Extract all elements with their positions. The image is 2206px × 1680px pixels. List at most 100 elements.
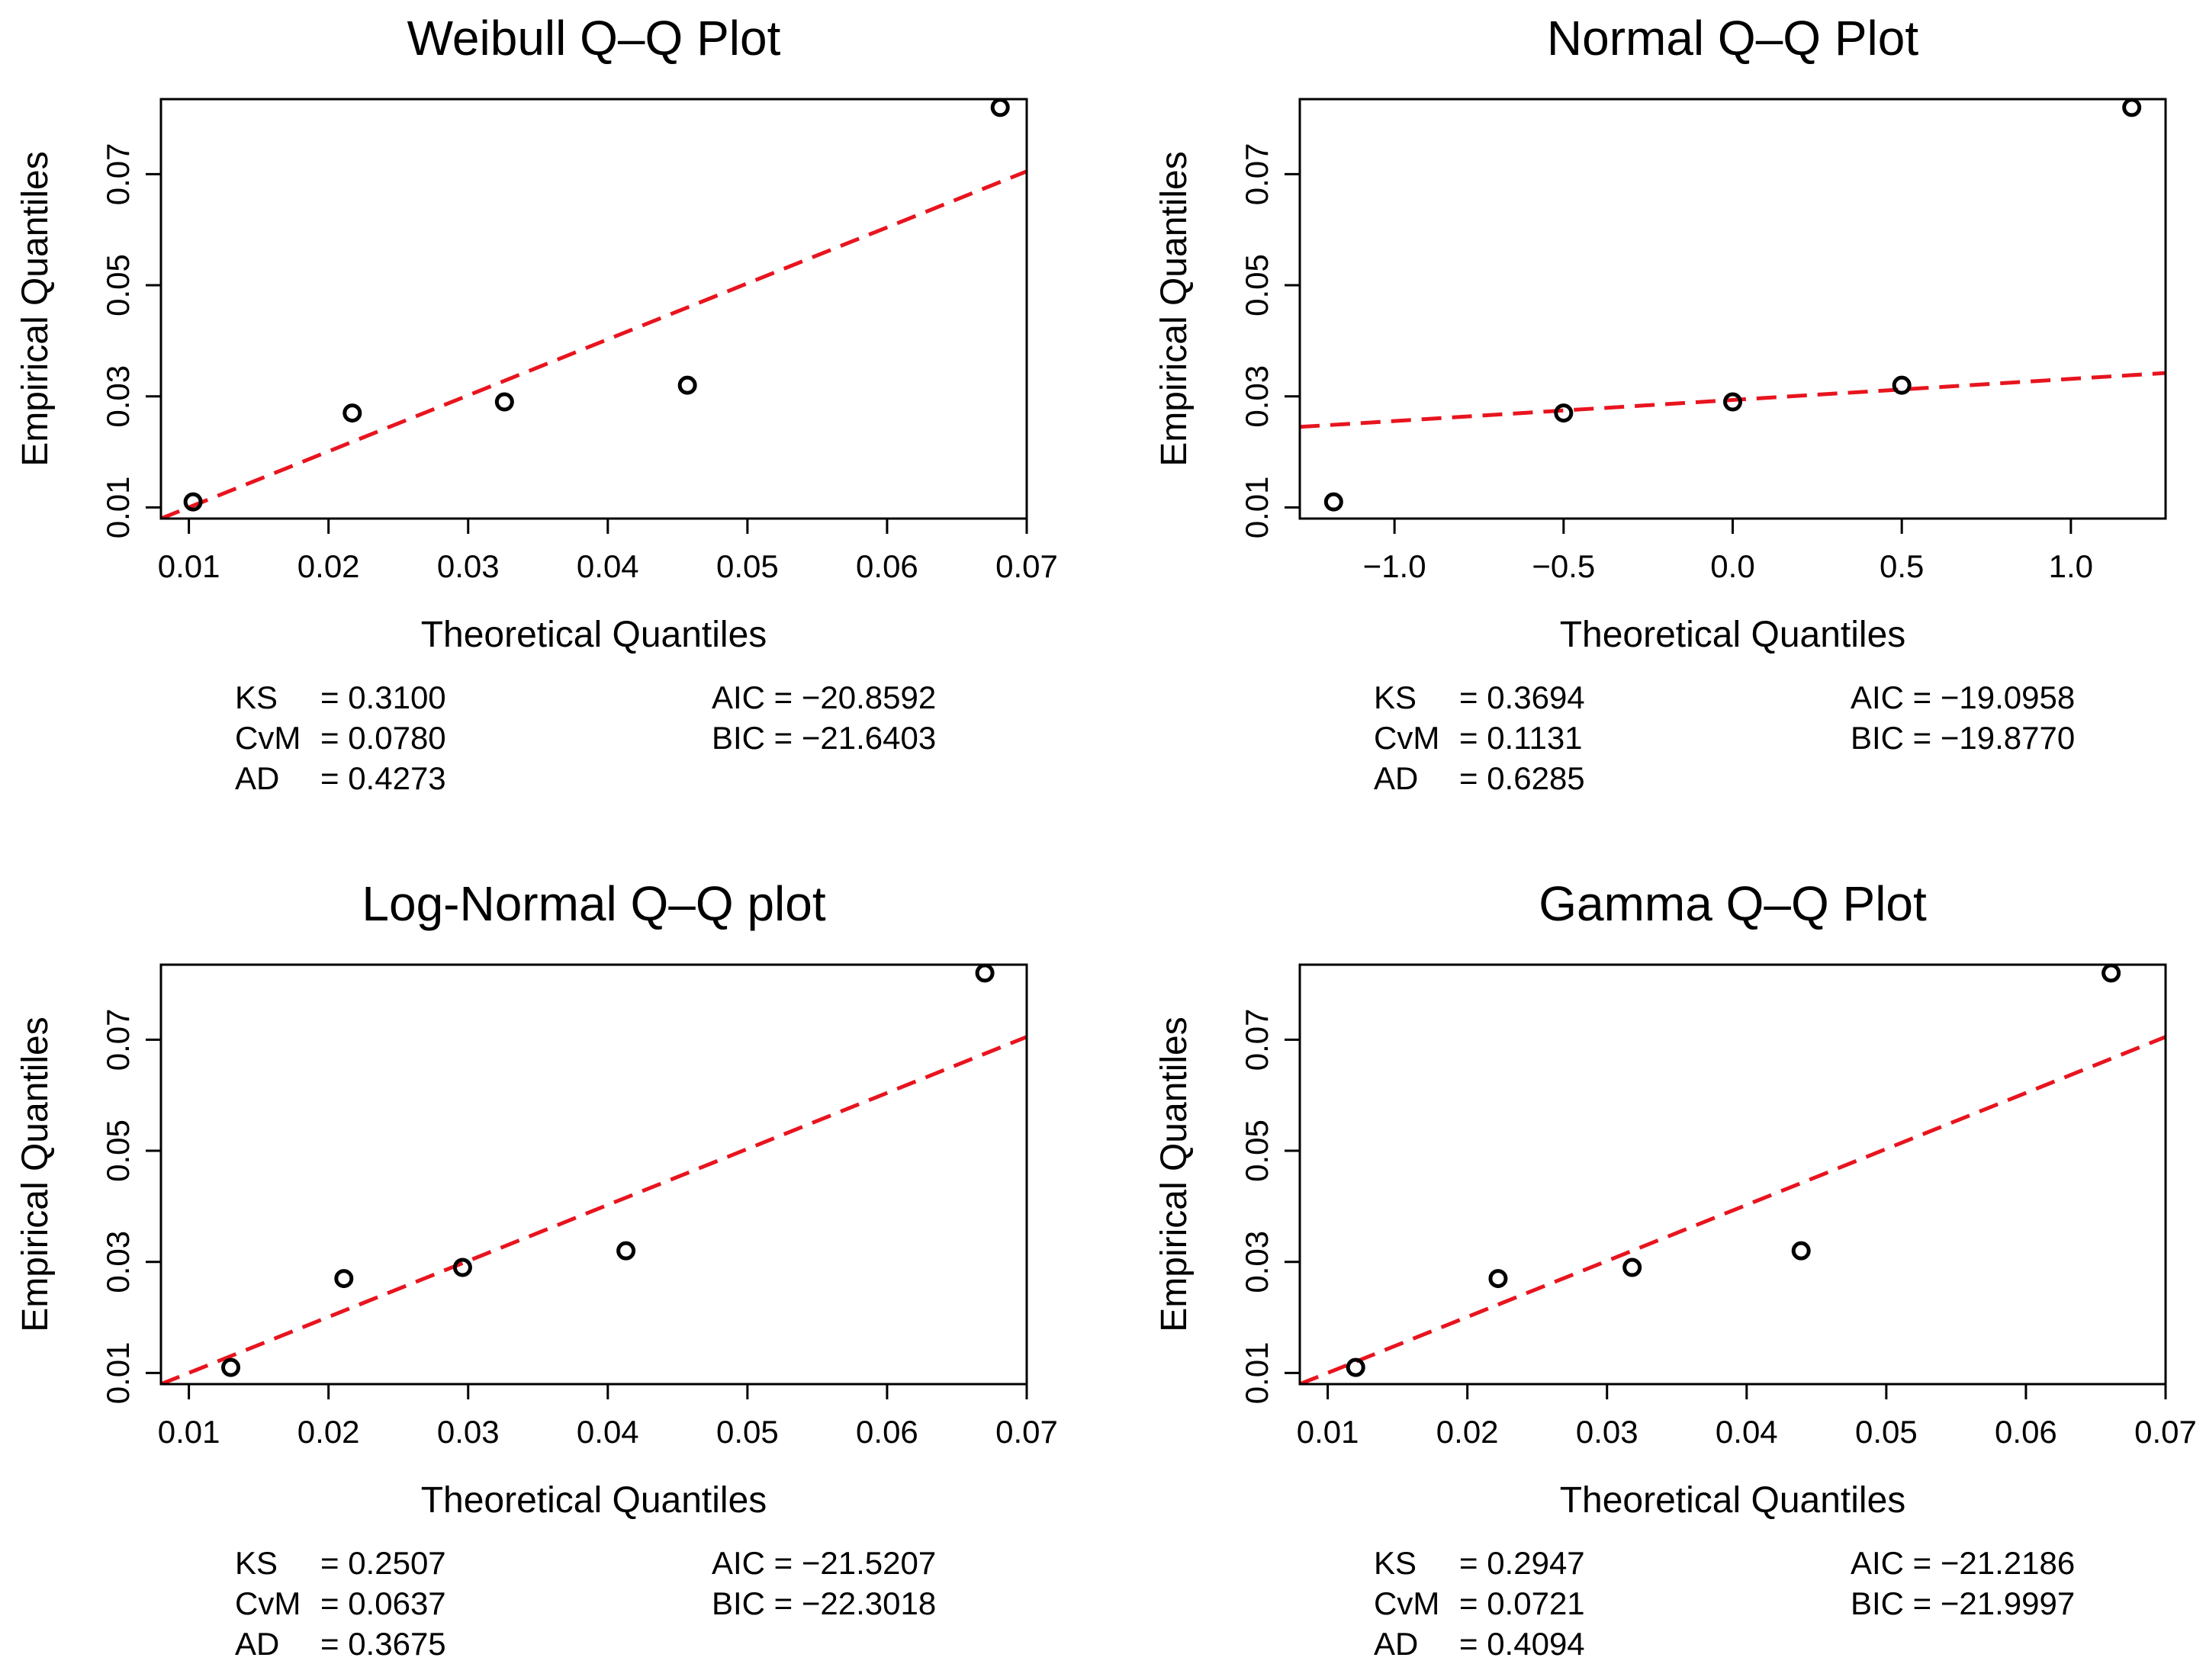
stat-value: = 0.2507 <box>320 1545 446 1581</box>
y-tick-label: 0.07 <box>1239 1008 1275 1071</box>
panel-gamma: Gamma Q–Q Plot 0.01 0.02 0.03 0.04 0.05 0.06 0.… <box>1154 876 2197 1662</box>
stat-name: KS <box>1374 1545 1417 1581</box>
data-point <box>2101 963 2121 983</box>
stat-value: = 0.2947 <box>1459 1545 1585 1581</box>
x-tick-label: 0.05 <box>716 548 779 584</box>
data-point <box>1622 1258 1642 1277</box>
data-point <box>1323 492 1343 512</box>
data-point <box>452 1258 472 1277</box>
x-tick-label: 0.06 <box>1995 1414 2057 1450</box>
data-point <box>975 963 995 983</box>
plot-frame <box>159 963 1028 1386</box>
x-tick-label: 0.5 <box>1880 548 1924 584</box>
stat-name: CvM <box>1374 720 1439 756</box>
x-tick-label: −0.5 <box>1532 548 1595 584</box>
stat-value: = 0.1131 <box>1459 720 1583 756</box>
chart-title: Weibull Q–Q Plot <box>407 11 781 66</box>
y-axis-title: Empirical Quantiles <box>15 1017 56 1331</box>
data-point <box>2122 98 2142 117</box>
stat-value: = 0.0721 <box>1459 1585 1585 1621</box>
stat-name: AD <box>235 760 279 796</box>
x-tick-label: 0.05 <box>716 1414 779 1450</box>
reference-line <box>1300 1035 2166 1384</box>
data-point <box>1892 375 1912 395</box>
stat-value: = 0.4273 <box>320 760 446 796</box>
y-tick-label: 0.03 <box>1239 365 1275 428</box>
reference-line <box>161 169 1027 519</box>
stat-value: = 0.3100 <box>320 679 446 715</box>
reference-line <box>161 1035 1027 1384</box>
x-tick-label: 0.06 <box>856 1414 918 1450</box>
x-tick-label: 0.02 <box>297 548 360 584</box>
chart-title: Normal Q–Q Plot <box>1547 11 1918 66</box>
data-point <box>334 1269 354 1289</box>
data-point <box>221 1357 241 1377</box>
x-tick-label: 0.03 <box>437 548 500 584</box>
x-tick-label: 0.03 <box>1576 1414 1638 1450</box>
x-tick-label: 0.04 <box>1716 1414 1778 1450</box>
panel-weibull: Weibull Q–Q Plot 0.01 0.02 0.03 0.04 0.05 0.06… <box>15 11 1058 796</box>
chart-title: Gamma Q–Q Plot <box>1539 876 1927 931</box>
x-axis-title: Theoretical Quantiles <box>1560 1480 1906 1521</box>
stat-info-criterion: BIC = −22.3018 <box>712 1585 936 1621</box>
y-tick-label: 0.03 <box>1239 1231 1275 1293</box>
stat-info-criterion: AIC = −19.0958 <box>1851 679 2075 715</box>
stat-info-criterion: BIC = −21.9997 <box>1851 1585 2075 1621</box>
data-point <box>1723 392 1742 412</box>
x-axis-title: Theoretical Quantiles <box>421 615 767 655</box>
stat-value: = 0.4094 <box>1459 1626 1585 1662</box>
stat-info-criterion: AIC = −21.2186 <box>1851 1545 2075 1581</box>
y-tick-label: 0.05 <box>100 1119 136 1182</box>
x-tick-label: −1.0 <box>1363 548 1426 584</box>
y-tick-label: 0.01 <box>1239 477 1275 539</box>
stat-value: = 0.6285 <box>1459 760 1585 796</box>
plot-frame <box>159 98 1028 520</box>
x-tick-label: 0.04 <box>577 548 639 584</box>
chart-title: Log-Normal Q–Q plot <box>362 876 825 931</box>
stat-name: KS <box>1374 679 1417 715</box>
stat-info-criterion: AIC = −21.5207 <box>712 1545 936 1581</box>
x-tick-label: 0.07 <box>995 548 1058 584</box>
data-point <box>616 1241 636 1261</box>
x-tick-label: 0.06 <box>856 548 918 584</box>
data-point <box>1346 1357 1365 1377</box>
stat-name: AD <box>235 1626 279 1662</box>
stat-name: CvM <box>1374 1585 1439 1621</box>
data-point <box>342 403 362 423</box>
y-tick-label: 0.05 <box>100 254 136 316</box>
data-point <box>1791 1241 1811 1261</box>
y-axis-title: Empirical Quantiles <box>1154 1017 1195 1331</box>
x-tick-label: 0.04 <box>577 1414 639 1450</box>
x-tick-label: 0.07 <box>995 1414 1058 1450</box>
stat-value: = 0.0637 <box>320 1585 446 1621</box>
x-axis-title: Theoretical Quantiles <box>1560 615 1906 655</box>
stat-name: AD <box>1374 1626 1418 1662</box>
y-tick-label: 0.07 <box>100 143 136 205</box>
x-tick-label: 0.01 <box>158 548 220 584</box>
y-tick-label: 0.03 <box>100 1231 136 1293</box>
data-point <box>677 375 697 395</box>
stat-name: CvM <box>235 720 301 756</box>
stat-info-criterion: BIC = −19.8770 <box>1851 720 2075 756</box>
x-axis-title: Theoretical Quantiles <box>421 1480 767 1521</box>
data-point <box>183 492 203 512</box>
x-tick-label: 1.0 <box>2049 548 2093 584</box>
stat-info-criterion: AIC = −20.8592 <box>712 679 936 715</box>
y-tick-label: 0.07 <box>100 1008 136 1071</box>
y-tick-label: 0.05 <box>1239 1119 1275 1182</box>
x-tick-label: 0.05 <box>1855 1414 1918 1450</box>
plot-frame <box>1298 98 2167 520</box>
data-point <box>1554 403 1574 423</box>
stat-name: AD <box>1374 760 1418 796</box>
x-tick-label: 0.01 <box>1297 1414 1359 1450</box>
reference-line <box>1300 371 2166 429</box>
data-point <box>990 98 1010 117</box>
y-tick-label: 0.01 <box>100 477 136 539</box>
data-point <box>494 392 514 412</box>
data-point <box>1488 1269 1508 1289</box>
panel-normal: Normal Q–Q Plot −1.0 −0.5 0.0 0.5 1.0 0.01 0.03… <box>1154 11 2167 796</box>
y-tick-label: 0.01 <box>100 1342 136 1405</box>
y-axis-title: Empirical Quantiles <box>1154 151 1195 466</box>
plot-frame <box>1298 963 2167 1386</box>
x-tick-label: 0.03 <box>437 1414 500 1450</box>
